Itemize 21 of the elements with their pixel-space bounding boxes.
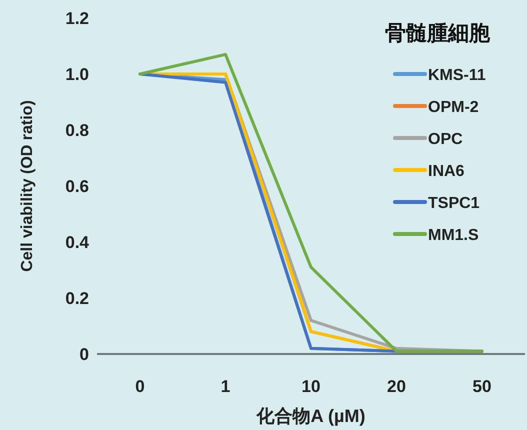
legend-label: OPC [428, 131, 464, 148]
y-tick-label: 0.2 [65, 289, 89, 308]
legend-title: 骨髄腫細胞 [385, 22, 491, 45]
x-axis-title: 化合物A (µM) [256, 406, 366, 426]
y-axis-title: Cell viability (OD ratio) [19, 100, 36, 272]
x-tick-label: 0 [135, 377, 145, 396]
y-tick-label: 0.8 [65, 121, 89, 140]
legend-label: INA6 [428, 163, 465, 180]
legend-label: TSPC1 [428, 195, 480, 212]
y-tick-label: 0.6 [65, 177, 89, 196]
y-tick-label: 0 [80, 345, 89, 364]
legend-label: MM1.S [428, 227, 479, 244]
x-tick-label: 50 [472, 377, 492, 396]
legend-label: KMS-11 [428, 67, 486, 84]
y-tick-label: 0.4 [65, 233, 90, 252]
x-tick-label: 10 [302, 377, 320, 396]
legend-label: OPM-2 [428, 99, 479, 116]
x-tick-label: 20 [387, 377, 406, 396]
y-tick-label: 1.2 [65, 9, 89, 28]
x-tick-label: 1 [220, 377, 230, 396]
y-tick-label: 1.0 [65, 65, 89, 84]
